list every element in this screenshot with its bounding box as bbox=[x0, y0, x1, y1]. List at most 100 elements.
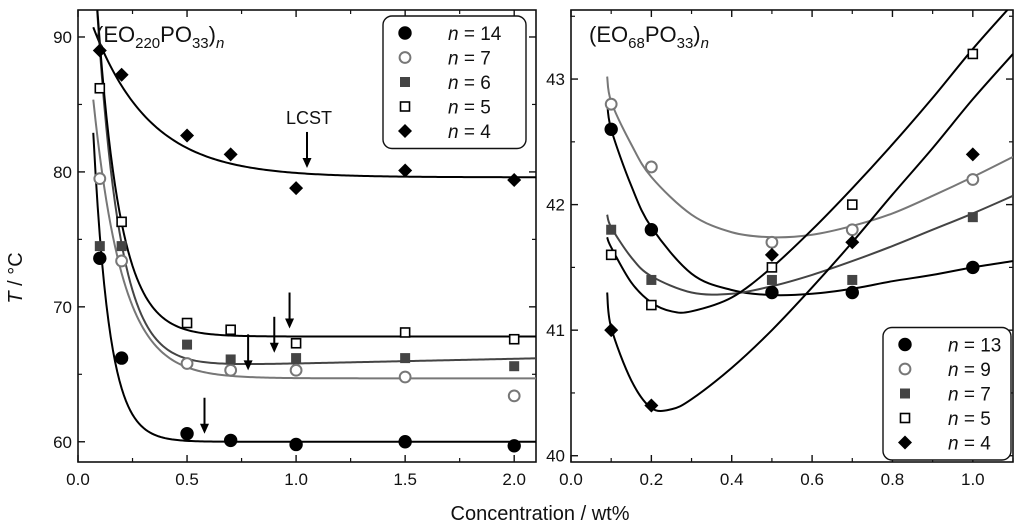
series-7-point bbox=[766, 274, 777, 285]
legend-marker-6 bbox=[400, 77, 410, 87]
legend-marker-7 bbox=[900, 388, 910, 399]
series-7-point bbox=[847, 274, 858, 285]
legend-entry-9-value: = 9 bbox=[959, 360, 991, 381]
legend-marker-4 bbox=[398, 124, 412, 138]
series-9-point bbox=[765, 235, 779, 249]
panel1-x-tick-label: 0.6 bbox=[800, 470, 824, 489]
legend-entry-5-value: = 5 bbox=[959, 409, 991, 430]
series-14-point bbox=[114, 351, 129, 365]
series-13-point bbox=[604, 122, 618, 136]
series-7-fit-line bbox=[606, 194, 1013, 296]
panel1-frame bbox=[570, 9, 1014, 463]
series-13-point bbox=[644, 223, 659, 237]
legend-entry-4-n: n bbox=[448, 122, 459, 143]
y-axis-label-unit: / °C bbox=[5, 252, 27, 291]
lcst-arrow-head bbox=[302, 157, 312, 168]
series-4-point bbox=[180, 128, 195, 143]
series-7-point bbox=[507, 389, 521, 403]
series-6-point bbox=[509, 361, 520, 372]
series-5-point bbox=[225, 324, 236, 336]
series-7-point bbox=[398, 370, 412, 384]
legend-entry-7-n: n bbox=[448, 49, 459, 70]
legend-entry-4-value: = 4 bbox=[459, 122, 492, 143]
lcst-annotation: LCST bbox=[286, 108, 332, 128]
legend-marker-5 bbox=[899, 412, 911, 424]
series-4-point bbox=[965, 147, 980, 162]
legend-entry-4-n: n bbox=[948, 434, 959, 455]
series-4-point bbox=[644, 398, 659, 413]
legend-entry-4: n = 4 bbox=[448, 122, 491, 143]
panel1-legend-box bbox=[882, 326, 1012, 461]
panel0-title-po: PO bbox=[160, 22, 192, 47]
series-14-point bbox=[223, 433, 238, 448]
series-7-point bbox=[606, 224, 617, 235]
legend-entry-14-n: n bbox=[448, 24, 459, 45]
panel0-title-sub1: 220 bbox=[135, 35, 160, 52]
series-7-fit-line bbox=[92, 99, 536, 380]
panel0-title-eo: (EO bbox=[96, 22, 135, 47]
series-4-fit-line bbox=[92, 26, 536, 179]
panel1-title-eo: (EO bbox=[589, 22, 628, 47]
legend-entry-7: n = 7 bbox=[448, 49, 491, 70]
series-7-point bbox=[93, 172, 107, 186]
legend-marker-4 bbox=[898, 435, 912, 450]
series-14-point bbox=[180, 426, 194, 441]
series-5-fit-line bbox=[96, 10, 536, 338]
panel1-x-tick-label: 0.8 bbox=[881, 470, 905, 489]
legend-entry-4-value: = 4 bbox=[959, 434, 992, 455]
legend-entry-9-n: n bbox=[948, 360, 959, 381]
lcst-arrow-head bbox=[243, 360, 253, 371]
panel1-title-po: PO bbox=[645, 22, 677, 47]
x-axis-label-text: Concentration / wt% bbox=[451, 503, 630, 525]
panel1-title-close: ) bbox=[693, 22, 700, 47]
series-13-point bbox=[845, 285, 859, 300]
legend-entry-9: n = 9 bbox=[948, 360, 991, 381]
panel0-title: (EO220PO33)n bbox=[96, 22, 224, 52]
panel0-x-tick-label: 0.0 bbox=[66, 470, 90, 489]
series-6-point bbox=[116, 241, 127, 252]
legend-marker-7 bbox=[398, 51, 412, 64]
panel1-title-sub1: 68 bbox=[628, 35, 645, 52]
series-4-point bbox=[223, 147, 238, 162]
legend-marker-9 bbox=[898, 362, 912, 376]
series-5-fit-line bbox=[606, 10, 1009, 314]
series-5-point bbox=[290, 337, 302, 349]
legend-entry-6-n: n bbox=[448, 73, 459, 94]
legend-entry-13: n = 13 bbox=[948, 336, 1001, 357]
series-9-point bbox=[644, 160, 658, 174]
legend-marker-14 bbox=[398, 26, 412, 40]
panel1-x-tick-label: 0.2 bbox=[640, 470, 664, 489]
series-4-point bbox=[845, 235, 860, 250]
panel1-y-tick-label: 41 bbox=[546, 321, 565, 340]
legend-entry-6-value: = 6 bbox=[459, 73, 491, 94]
series-9-point bbox=[604, 97, 618, 111]
series-7-point bbox=[967, 212, 978, 223]
series-4-point bbox=[114, 67, 129, 82]
series-6-point bbox=[291, 353, 302, 364]
legend-entry-7: n = 7 bbox=[948, 385, 991, 406]
legend-entry-14: n = 14 bbox=[448, 24, 502, 45]
series-4-point bbox=[289, 181, 304, 196]
legend-entry-5: n = 5 bbox=[948, 409, 991, 430]
series-7-point bbox=[646, 274, 657, 285]
lcst-arrow-head bbox=[269, 342, 279, 353]
panel1-x-tick-label: 0.0 bbox=[559, 470, 583, 489]
series-5-point bbox=[508, 333, 520, 345]
series-7-point bbox=[115, 254, 129, 268]
series-5-point bbox=[94, 82, 106, 94]
series-14-point bbox=[93, 251, 107, 265]
y-axis-label: T / °C bbox=[5, 252, 27, 303]
series-14-fit-line bbox=[92, 132, 536, 443]
panel0-x-tick-label: 1.0 bbox=[284, 470, 308, 489]
panel1-title-sub2: 33 bbox=[677, 35, 694, 52]
panel0-title-n: n bbox=[216, 35, 224, 52]
series-14-point bbox=[398, 435, 412, 449]
panel0-y-tick-label: 80 bbox=[53, 163, 72, 182]
legend-entry-6: n = 6 bbox=[448, 73, 491, 94]
panel1-x-tick-label: 1.0 bbox=[961, 470, 985, 489]
series-5-point bbox=[766, 262, 778, 273]
series-7-point bbox=[224, 363, 238, 377]
legend-entry-13-n: n bbox=[948, 336, 959, 357]
